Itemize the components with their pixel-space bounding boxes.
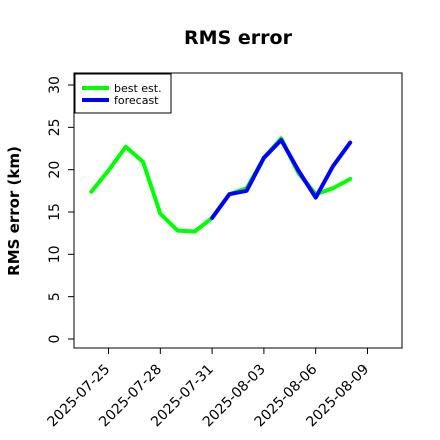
y-axis-label: RMS error (km)	[5, 146, 23, 276]
y-tick-label: 30	[47, 76, 63, 94]
plot-frame	[73, 72, 403, 349]
y-tick-label: 10	[47, 245, 63, 263]
legend-label: forecast	[114, 94, 159, 107]
series-line-forecast	[210, 138, 353, 220]
y-tick-label: 5	[47, 292, 63, 301]
y-tick-label: 15	[47, 203, 63, 221]
chart-title: RMS error	[184, 27, 293, 49]
y-tick-label: 0	[47, 335, 63, 344]
x-axis: 2025-07-252025-07-282025-07-312025-08-03…	[45, 348, 372, 430]
legend: best est.forecast	[74, 73, 172, 114]
legend-label: best est.	[114, 82, 162, 95]
legend-box	[74, 73, 172, 114]
series-line-best-est	[89, 136, 353, 234]
series-layer	[89, 136, 353, 234]
y-tick-label: 20	[47, 161, 63, 179]
y-tick-label: 25	[47, 118, 63, 136]
y-axis: 0 5 10 15 20 25 30	[47, 76, 74, 343]
